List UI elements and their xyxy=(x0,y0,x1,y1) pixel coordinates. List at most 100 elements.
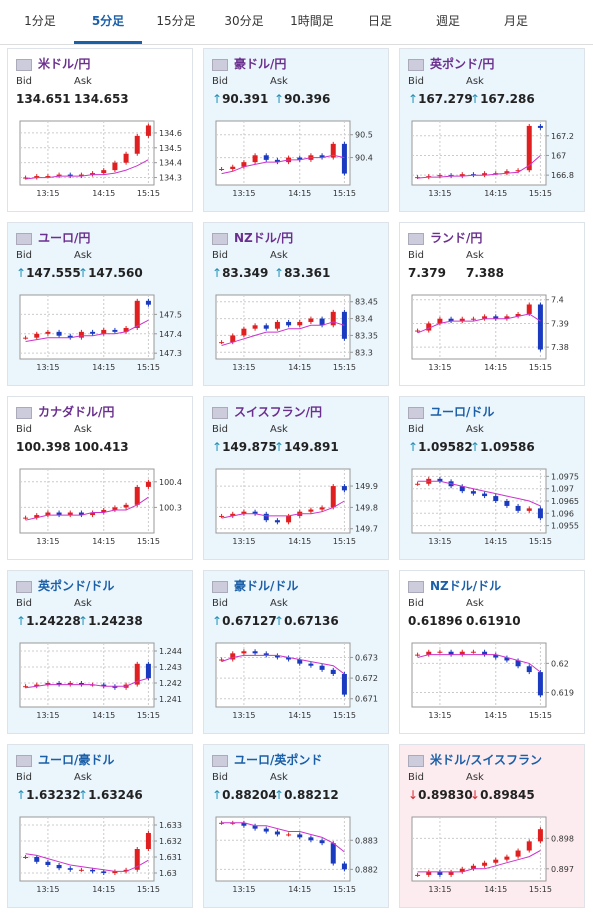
currency-panel[interactable]: カナダドル/円 Bid Ask 100.398 100.413 100.3 100.4 13:… xyxy=(7,396,193,560)
currency-panel[interactable]: ユーロ/豪ドル Bid Ask ↑1.63232 ↑1.63246 1.63 1.631 1.… xyxy=(7,744,193,908)
y-tick-label: 0.671 xyxy=(355,695,378,704)
tab[interactable]: 月足 xyxy=(503,14,528,28)
bid-price: ↑1.24228 xyxy=(16,614,81,628)
x-tick-label: 14:15 xyxy=(484,363,507,372)
candle xyxy=(263,828,269,832)
bid-label: Bid xyxy=(16,76,32,87)
currency-panel[interactable]: ユーロ/円 Bid Ask ↑147.555 ↑147.560 147.3 147.4 147… xyxy=(7,222,193,386)
x-tick-label: 14:15 xyxy=(484,189,507,198)
candle xyxy=(286,657,292,660)
currency-panel[interactable]: NZドル/円 Bid Ask ↑83.349 ↑83.361 83.3 83.35 83.4 8… xyxy=(203,222,389,386)
bid-value: 147.555 xyxy=(26,266,81,280)
tab[interactable]: 30分足 xyxy=(224,14,264,28)
pair-title: 豪ドル/ドル xyxy=(234,579,299,593)
currency-panel[interactable]: ユーロ/ドル Bid Ask ↑1.09582 ↑1.09586 1.0955 1.096 1… xyxy=(399,396,585,560)
ask-label: Ask xyxy=(270,424,288,435)
candle xyxy=(448,651,454,655)
y-tick-label: 83.45 xyxy=(355,298,378,307)
candle xyxy=(470,174,476,176)
candle xyxy=(145,663,151,679)
candle xyxy=(437,871,443,875)
currency-panel[interactable]: スイスフラン/円 Bid Ask ↑149.875 ↑149.891 149.7 149.8… xyxy=(203,396,389,560)
candle xyxy=(252,825,258,829)
moving-average xyxy=(25,319,149,342)
x-tick-label: 14:15 xyxy=(92,189,115,198)
candle xyxy=(263,155,269,160)
moving-average xyxy=(417,654,541,673)
candle xyxy=(112,329,118,332)
y-tick-label: 147.4 xyxy=(159,330,182,339)
x-tick-label: 13:15 xyxy=(428,885,451,894)
currency-panel[interactable]: 英ポンド/ドル Bid Ask ↑1.24228 ↑1.24238 1.241 1.242 1… xyxy=(7,570,193,734)
ask-price: ↑149.891 xyxy=(274,440,339,454)
x-tick-label: 13:15 xyxy=(232,189,255,198)
x-tick-label: 14:15 xyxy=(92,711,115,720)
x-tick-label: 15:15 xyxy=(333,537,356,546)
candle xyxy=(252,511,258,514)
bid-value: 0.88204 xyxy=(222,788,277,802)
candle xyxy=(341,863,347,870)
plot-area xyxy=(19,120,155,186)
currency-panel[interactable]: 英ポンド/円 Bid Ask ↑167.279 ↑167.286 166.8 167 167.… xyxy=(399,48,585,212)
bid-label: Bid xyxy=(212,424,228,435)
candle xyxy=(145,833,151,849)
bid-label: Bid xyxy=(408,76,424,87)
flag-icon xyxy=(212,407,228,419)
candle xyxy=(219,659,225,661)
currency-panel[interactable]: ランド/円 Bid Ask 7.379 7.388 7.38 7.39 7.4 13:15 14:… xyxy=(399,222,585,386)
ask-value: 7.388 xyxy=(466,266,504,280)
ask-label: Ask xyxy=(270,598,288,609)
y-tick-label: 7.38 xyxy=(551,343,569,352)
ask-value: 149.891 xyxy=(284,440,339,454)
y-tick-label: 1.63 xyxy=(159,869,177,878)
x-tick-label: 15:15 xyxy=(333,189,356,198)
plot-area xyxy=(19,294,155,360)
tab[interactable]: 5分足 xyxy=(74,0,142,44)
candle xyxy=(230,335,236,343)
y-tick-label: 166.8 xyxy=(551,171,574,180)
flag-icon xyxy=(408,59,424,71)
mini-chart: 83.3 83.35 83.4 83.45 13:15 14:15 15:15 xyxy=(215,294,378,372)
candle xyxy=(537,125,543,128)
candle xyxy=(504,657,510,661)
candle xyxy=(330,843,336,864)
candle xyxy=(56,331,62,336)
tab[interactable]: 週足 xyxy=(435,14,460,28)
ask-value: 90.396 xyxy=(284,92,331,106)
tab[interactable]: 15分足 xyxy=(156,14,196,28)
currency-panel[interactable]: ユーロ/英ポンド Bid Ask ↑0.88204 ↑0.88212 0.882 0.883… xyxy=(203,744,389,908)
candle xyxy=(78,512,84,516)
candle xyxy=(112,507,118,510)
candle xyxy=(67,868,73,870)
candle xyxy=(134,486,140,505)
candle xyxy=(134,135,140,154)
currency-panel[interactable]: 豪ドル/円 Bid Ask ↑90.391 ↑90.396 90.4 90.5 13:15 14… xyxy=(203,48,389,212)
change-arrow: ↑ xyxy=(274,440,285,454)
tab[interactable]: 1時間足 xyxy=(290,14,334,28)
currency-panel[interactable]: 豪ドル/ドル Bid Ask ↑0.67127 ↑0.67136 0.671 0.672 0.… xyxy=(203,570,389,734)
currency-panel[interactable]: NZドル/ドル Bid Ask 0.61896 0.61910 0.619 0.62 13:1… xyxy=(399,570,585,734)
bid-label: Bid xyxy=(16,250,32,261)
bid-value: 90.391 xyxy=(222,92,269,106)
x-tick-label: 14:15 xyxy=(92,885,115,894)
candle xyxy=(34,515,40,518)
ask-price: ↑90.396 xyxy=(274,92,330,106)
mini-chart: 166.8 167 167.2 13:15 14:15 15:15 xyxy=(411,120,574,198)
x-tick-label: 15:15 xyxy=(529,711,552,720)
x-tick-label: 13:15 xyxy=(36,885,59,894)
currency-panel[interactable]: 米ドル/円 Bid Ask 134.651 134.653 134.3 134.4 134.5… xyxy=(7,48,193,212)
candle xyxy=(101,684,107,687)
pair-title: NZドル/ドル xyxy=(430,579,502,593)
x-tick-label: 15:15 xyxy=(137,189,160,198)
x-tick-label: 13:15 xyxy=(36,363,59,372)
candle xyxy=(515,313,521,317)
moving-average xyxy=(25,677,149,689)
x-tick-label: 14:15 xyxy=(288,363,311,372)
candle xyxy=(45,176,51,178)
candle xyxy=(78,683,84,685)
tab[interactable]: 日足 xyxy=(367,14,392,28)
tab[interactable]: 1分足 xyxy=(24,14,56,28)
candle xyxy=(341,311,347,339)
currency-panel[interactable]: 米ドル/スイスフラン Bid Ask ↓0.89830 ↓0.89845 0.897 0.8… xyxy=(399,744,585,908)
